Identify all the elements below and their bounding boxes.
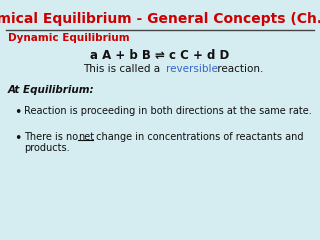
Text: There is no: There is no [24, 132, 81, 142]
Text: change in concentrations of reactants and: change in concentrations of reactants an… [93, 132, 303, 142]
Text: Reaction is proceeding in both directions at the same rate.: Reaction is proceeding in both direction… [24, 106, 312, 116]
Text: a A + b B ⇌ c C + d D: a A + b B ⇌ c C + d D [90, 49, 230, 62]
Text: reversible: reversible [166, 64, 218, 74]
Text: net: net [78, 132, 94, 142]
Text: •: • [14, 132, 21, 145]
Text: reaction.: reaction. [214, 64, 263, 74]
Text: Dynamic Equilibrium: Dynamic Equilibrium [8, 33, 130, 43]
Text: This is called a: This is called a [83, 64, 164, 74]
Text: Chemical Equilibrium - General Concepts (Ch. 14): Chemical Equilibrium - General Concepts … [0, 12, 320, 26]
Text: products.: products. [24, 143, 70, 153]
Text: At Equilibrium:: At Equilibrium: [8, 85, 95, 95]
Text: •: • [14, 106, 21, 119]
